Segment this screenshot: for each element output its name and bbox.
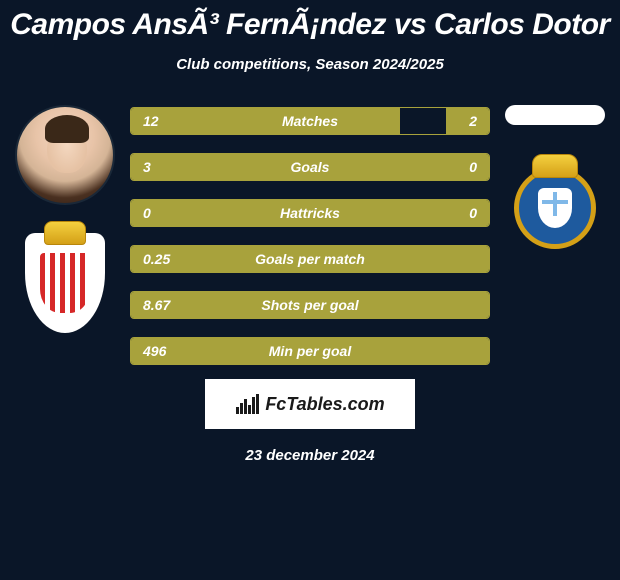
player1-club-logo <box>25 233 105 333</box>
club2-cross-icon <box>538 188 572 228</box>
player1-avatar <box>15 105 115 205</box>
stat-label: Matches <box>131 113 489 129</box>
stat-bar: 3Goals0 <box>130 153 490 181</box>
stat-bar: 12Matches2 <box>130 107 490 135</box>
footer-date: 23 december 2024 <box>0 447 620 464</box>
brand-text: FcTables.com <box>265 394 384 415</box>
stat-value-right: 0 <box>469 159 477 175</box>
stat-label: Goals per match <box>131 251 489 267</box>
stat-bar: 0Hattricks0 <box>130 199 490 227</box>
club1-stripes-icon <box>40 253 90 313</box>
stat-bar: 0.25Goals per match <box>130 245 490 273</box>
comparison-infographic: Campos AnsÃ³ FernÃ¡ndez vs Carlos Dotor … <box>0 0 620 464</box>
subtitle: Club competitions, Season 2024/2025 <box>0 56 620 73</box>
stat-bar: 8.67Shots per goal <box>130 291 490 319</box>
player2-club-logo <box>514 167 596 249</box>
left-column <box>0 105 130 333</box>
stat-label: Min per goal <box>131 343 489 359</box>
stat-value-right: 2 <box>469 113 477 129</box>
player2-avatar <box>505 105 605 125</box>
stat-bar: 496Min per goal <box>130 337 490 365</box>
stat-label: Shots per goal <box>131 297 489 313</box>
page-title: Campos AnsÃ³ FernÃ¡ndez vs Carlos Dotor <box>0 8 620 42</box>
stat-label: Goals <box>131 159 489 175</box>
bars-icon <box>235 393 259 415</box>
main-row: 12Matches23Goals00Hattricks00.25Goals pe… <box>0 105 620 365</box>
stats-column: 12Matches23Goals00Hattricks00.25Goals pe… <box>130 105 490 365</box>
right-column <box>490 105 620 249</box>
stat-label: Hattricks <box>131 205 489 221</box>
stat-value-right: 0 <box>469 205 477 221</box>
brand-badge: FcTables.com <box>205 379 415 429</box>
